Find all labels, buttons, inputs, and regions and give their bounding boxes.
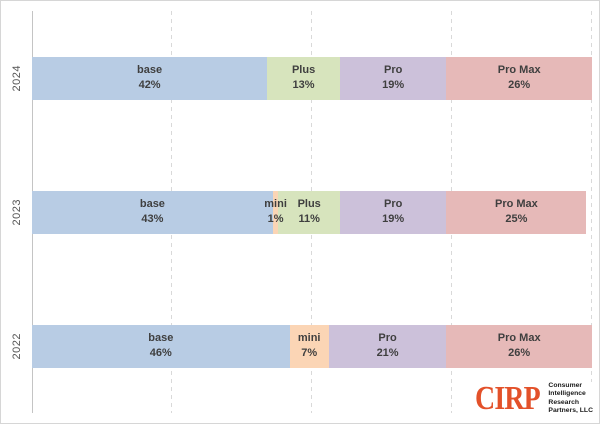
segment-label: Pro 19% bbox=[382, 198, 405, 225]
bar-segment-plus: Plus 11% bbox=[278, 190, 340, 234]
bar-segment-base: base 42% bbox=[32, 56, 268, 100]
year-label-2022: 2022 bbox=[10, 332, 23, 360]
stacked-bar-2022: base 46% mini 7% Pro 21% Pro Max 26% bbox=[32, 324, 592, 368]
segment-label: Pro Max 25% bbox=[494, 198, 538, 225]
bar-band-2023: base 43% mini 1% Plus 11% Pro 19% Pro Max 25% bbox=[32, 145, 592, 279]
y-axis-label-band: 2023 bbox=[1, 145, 32, 279]
year-label-2024: 2024 bbox=[10, 64, 23, 92]
bar-segment-pro: Pro 21% bbox=[328, 324, 447, 368]
logo-line: Research bbox=[548, 398, 580, 406]
plot-area: base 42% Plus 13% Pro 19% Pro Max 26% base 43% min… bbox=[32, 11, 592, 413]
bar-band-2022: base 46% mini 7% Pro 21% Pro Max 26% bbox=[32, 279, 592, 413]
bar-segment-pro-max: Pro Max 25% bbox=[446, 190, 587, 234]
segment-label: Pro 19% bbox=[382, 64, 405, 91]
segment-label: Pro Max 26% bbox=[497, 64, 541, 91]
stacked-bar-2024: base 42% Plus 13% Pro 19% Pro Max 26% bbox=[32, 56, 592, 100]
cirp-logo-mark: CIRP bbox=[475, 379, 541, 417]
bar-segment-pro-max: Pro Max 26% bbox=[446, 56, 592, 100]
segment-label: base 46% bbox=[148, 332, 174, 359]
bar-band-2024: base 42% Plus 13% Pro 19% Pro Max 26% bbox=[32, 11, 592, 145]
segment-label: base 42% bbox=[137, 64, 163, 91]
bar-segment-pro: Pro 19% bbox=[339, 56, 447, 100]
segment-label: mini 7% bbox=[297, 332, 321, 359]
logo-line: Consumer bbox=[548, 382, 583, 390]
bar-segment-base: base 46% bbox=[32, 324, 290, 368]
cirp-logo: CIRP Consumer Intelligence Research Part… bbox=[473, 379, 593, 417]
segment-label: base 43% bbox=[139, 198, 165, 225]
stacked-bar-2023: base 43% mini 1% Plus 11% Pro 19% Pro Max 25% bbox=[32, 190, 592, 234]
bar-segment-mini: mini 1% bbox=[264, 190, 287, 234]
bar-segment-pro-max: Pro Max 26% bbox=[446, 324, 592, 368]
year-label-2023: 2023 bbox=[10, 198, 23, 226]
logo-line: Intelligence bbox=[548, 390, 586, 398]
segment-label: Pro Max 26% bbox=[497, 332, 541, 359]
bar-segment-mini: mini 7% bbox=[289, 324, 329, 368]
logo-line: Partners, LLC bbox=[548, 406, 593, 414]
bar-segment-base: base 43% bbox=[32, 190, 273, 234]
bar-segment-pro: Pro 19% bbox=[339, 190, 447, 234]
y-axis-label-band: 2022 bbox=[1, 279, 32, 413]
segment-label: Pro 21% bbox=[376, 332, 399, 359]
gridline-100pct bbox=[591, 11, 592, 413]
segment-label: Plus 13% bbox=[291, 64, 316, 91]
segment-label: mini 1% bbox=[264, 198, 287, 225]
y-axis-label-band: 2024 bbox=[1, 11, 32, 145]
cirp-logo-text: Consumer Intelligence Research Partners,… bbox=[548, 382, 593, 415]
bar-segment-plus: Plus 13% bbox=[267, 56, 340, 100]
segment-label: Plus 11% bbox=[297, 198, 321, 225]
